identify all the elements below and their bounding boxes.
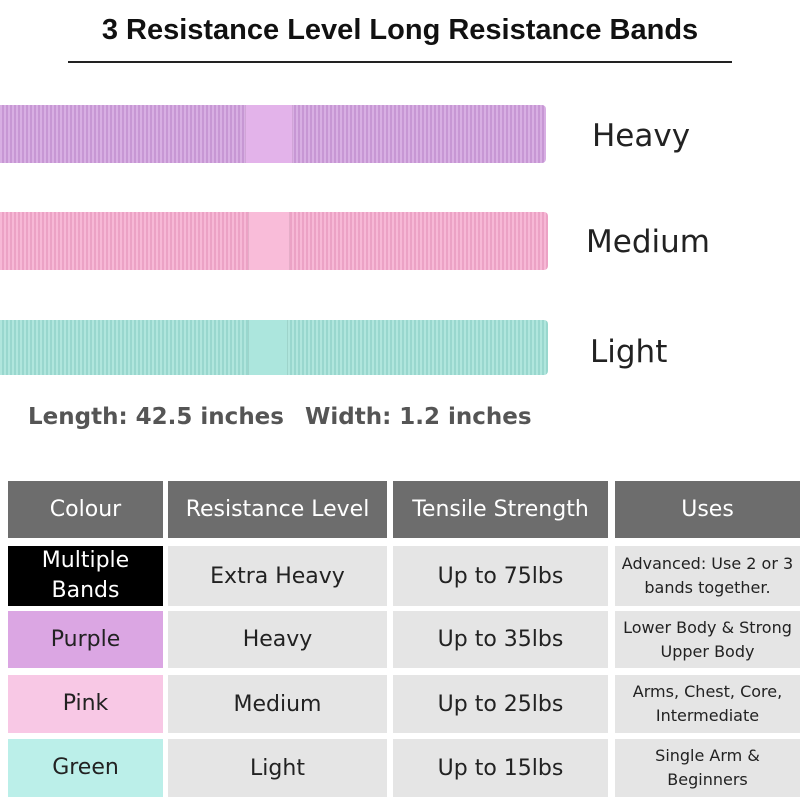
band-medium — [0, 212, 548, 270]
table-cell: Up to 75lbs — [393, 546, 608, 606]
header-cell: Tensile Strength — [393, 481, 608, 538]
colour-cell: Purple — [8, 611, 163, 668]
header-cell: Resistance Level — [168, 481, 387, 538]
band-label: Light — [590, 334, 668, 370]
band-light — [0, 320, 548, 375]
header-cell: Colour — [8, 481, 163, 538]
table-cell: Lower Body & Strong Upper Body — [615, 611, 800, 668]
table-cell: Single Arm & Beginners — [615, 739, 800, 797]
table-cell: Up to 25lbs — [393, 675, 608, 733]
colour-cell: Green — [8, 739, 163, 797]
band-heavy — [0, 105, 546, 163]
table-cell: Arms, Chest, Core, Intermediate — [615, 675, 800, 733]
table-cell: Light — [168, 739, 387, 797]
width: Width: 1.2 inches — [305, 404, 532, 430]
table-cell: Heavy — [168, 611, 387, 668]
colour-cell: Multiple Bands — [8, 546, 163, 606]
header-cell: Uses — [615, 481, 800, 538]
table-cell: Up to 35lbs — [393, 611, 608, 668]
band-label: Medium — [586, 224, 710, 260]
title-rule — [68, 61, 732, 63]
title: 3 Resistance Level Long Resistance Bands — [101, 14, 699, 46]
colour-cell: Pink — [8, 675, 163, 733]
table-cell: Up to 15lbs — [393, 739, 608, 797]
table-cell: Advanced: Use 2 or 3 bands together. — [615, 546, 800, 606]
table-cell: Extra Heavy — [168, 546, 387, 606]
band-label: Heavy — [592, 118, 691, 154]
length: Length: 42.5 inches — [28, 404, 284, 430]
table-cell: Medium — [168, 675, 387, 733]
